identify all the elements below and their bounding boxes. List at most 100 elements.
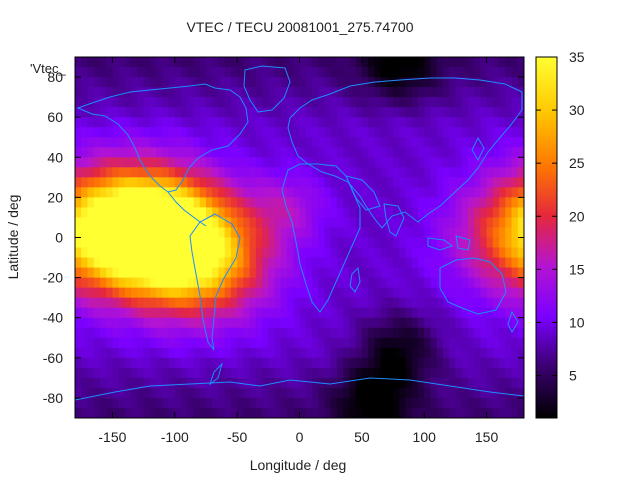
heatmap-cell <box>499 87 506 98</box>
heatmap-cell <box>280 327 288 339</box>
heatmap-cell <box>480 377 488 389</box>
heatmap-cell <box>499 397 506 409</box>
heatmap-cell <box>449 157 457 168</box>
heatmap-cell <box>162 247 170 259</box>
heatmap-cell <box>274 397 282 409</box>
heatmap-cell <box>212 167 220 178</box>
heatmap-cell <box>124 397 132 409</box>
heatmap-cell <box>168 77 176 88</box>
heatmap-cell <box>124 377 132 389</box>
heatmap-cell <box>349 97 357 108</box>
heatmap-cell <box>237 407 244 418</box>
heatmap-cell <box>87 177 95 188</box>
heatmap-cell <box>268 187 276 198</box>
heatmap-cell <box>499 177 506 188</box>
heatmap-cell <box>361 227 369 239</box>
heatmap-cell <box>343 327 350 339</box>
heatmap-cell <box>393 307 400 319</box>
heatmap-cell <box>112 97 120 108</box>
heatmap-cell <box>174 397 182 409</box>
heatmap-cell <box>193 297 201 309</box>
heatmap-cell <box>274 307 282 319</box>
heatmap-cell <box>517 387 524 399</box>
heatmap-cell <box>181 157 188 168</box>
heatmap-cell <box>156 317 163 329</box>
heatmap-cell <box>417 87 425 98</box>
heatmap-cell <box>505 377 513 389</box>
heatmap-cell <box>417 137 425 148</box>
heatmap-cell <box>118 247 126 259</box>
heatmap-cell <box>455 397 463 409</box>
heatmap-cell <box>486 367 494 379</box>
heatmap-cell <box>386 317 394 329</box>
heatmap-cell <box>75 407 82 418</box>
heatmap-cell <box>156 407 163 418</box>
heatmap-cell <box>162 197 170 209</box>
heatmap-cell <box>330 367 338 379</box>
heatmap-cell <box>442 157 450 168</box>
coastline-eurasia <box>287 77 523 229</box>
heatmap-cell <box>124 407 132 418</box>
heatmap-cell <box>305 187 313 198</box>
heatmap-cell <box>424 287 432 299</box>
heatmap-cell <box>330 187 338 198</box>
heatmap-cell <box>212 237 220 249</box>
heatmap-cell <box>386 267 394 279</box>
heatmap-cell <box>405 87 413 98</box>
heatmap-cell <box>492 117 500 128</box>
heatmap-cell <box>87 167 95 178</box>
heatmap-cell <box>311 367 319 379</box>
heatmap-cell <box>386 357 394 369</box>
heatmap-cell <box>81 387 89 399</box>
heatmap-cell <box>336 237 344 249</box>
heatmap-cell <box>181 197 188 209</box>
heatmap-cell <box>424 217 432 229</box>
heatmap-cell <box>318 297 326 309</box>
heatmap-cell <box>511 367 519 379</box>
heatmap-cell <box>417 177 425 188</box>
heatmap-cell <box>174 327 182 339</box>
heatmap-cell <box>311 297 319 309</box>
heatmap-cell <box>505 337 513 349</box>
heatmap-cell <box>168 287 176 299</box>
chart-title: VTEC / TECU 20081001_275.74700 <box>186 19 413 35</box>
heatmap-cell <box>355 287 363 299</box>
heatmap-cell <box>99 167 107 178</box>
heatmap-cell <box>193 57 201 68</box>
heatmap-cell <box>149 217 157 229</box>
heatmap-cell <box>368 107 375 118</box>
heatmap-cell <box>224 167 232 178</box>
heatmap-cell <box>268 347 276 359</box>
heatmap-cell <box>255 247 263 259</box>
heatmap-cell <box>118 227 126 239</box>
heatmap-cell <box>87 117 95 128</box>
heatmap-cell <box>106 357 114 369</box>
heatmap-cell <box>417 327 425 339</box>
heatmap-cell <box>174 77 182 88</box>
heatmap-cell <box>181 377 188 389</box>
heatmap-cell <box>511 127 519 138</box>
heatmap-cell <box>205 87 213 98</box>
heatmap-cell <box>168 307 176 319</box>
heatmap-cell <box>268 257 276 269</box>
heatmap-cell <box>81 337 89 349</box>
heatmap-cell <box>361 147 369 158</box>
heatmap-cell <box>449 377 457 389</box>
heatmap-cell <box>124 97 132 108</box>
heatmap-cell <box>230 187 238 198</box>
heatmap-cell <box>368 387 375 399</box>
heatmap-cell <box>380 87 388 98</box>
heatmap-cell <box>181 127 188 138</box>
heatmap-cell <box>280 187 288 198</box>
heatmap-cell <box>237 267 244 279</box>
heatmap-cell <box>411 107 419 118</box>
heatmap-cell <box>287 227 294 239</box>
heatmap-cell <box>492 107 500 118</box>
heatmap-cell <box>430 217 438 229</box>
heatmap-cell <box>305 317 313 329</box>
heatmap-cell <box>174 207 182 219</box>
heatmap-cell <box>393 367 400 379</box>
heatmap-cell <box>368 327 375 339</box>
heatmap-cell <box>349 407 357 418</box>
heatmap-cell <box>480 227 488 239</box>
